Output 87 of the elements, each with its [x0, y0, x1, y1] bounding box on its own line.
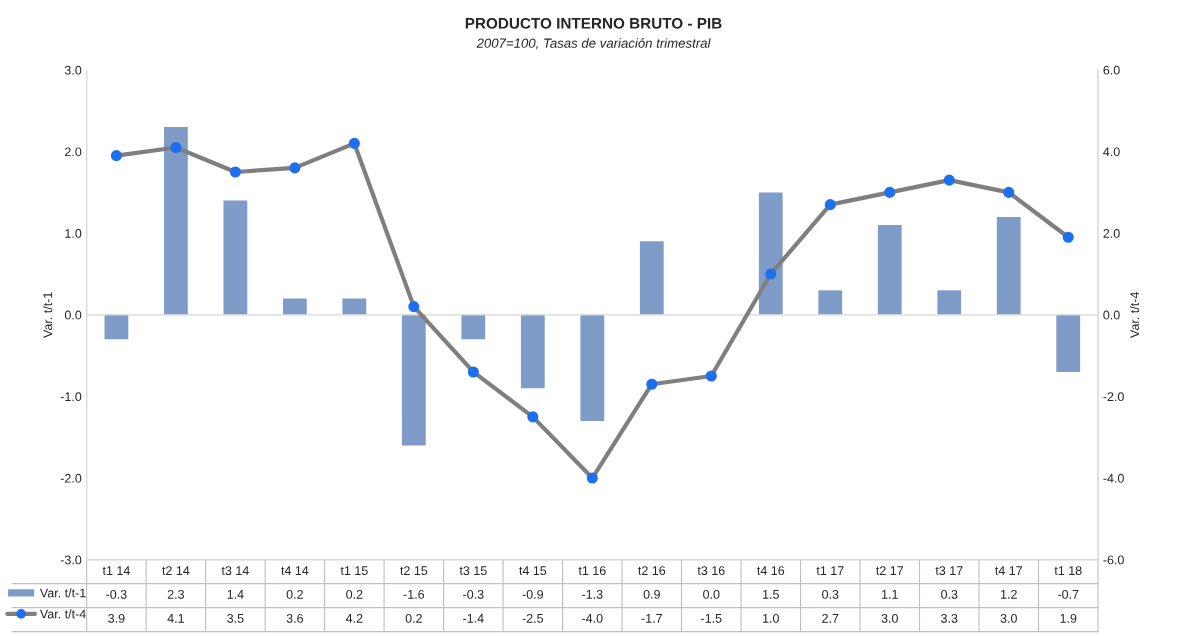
x-tick-label: t2 16	[638, 566, 666, 576]
bar	[401, 314, 426, 446]
y-tick-label: 3.0	[64, 65, 82, 75]
data-label: 0.2	[405, 613, 422, 623]
data-label: 2.3	[167, 589, 185, 599]
y-tick-label: -3.0	[60, 555, 82, 565]
legend-label: Var. t/t-4	[39, 609, 86, 619]
legend-label: Var. t/t-1	[39, 588, 86, 598]
x-tick-label: t3 16	[697, 566, 725, 576]
y-tick-label: 1.0	[65, 229, 82, 238]
data-label: 0.0	[703, 589, 720, 599]
data-label: 3.0	[1000, 613, 1017, 623]
y2-tick-label: 4.0	[1103, 147, 1120, 157]
x-tick-label: t1 15	[340, 566, 368, 576]
data-label: -0.7	[1058, 589, 1079, 599]
bar	[1056, 314, 1081, 372]
x-tick-label: t2 15	[400, 566, 428, 576]
x-tick-label: t1 18	[1054, 566, 1082, 576]
data-label: -2.5	[522, 613, 544, 623]
data-label: 3.0	[881, 613, 898, 623]
y2-tick-label: -4.0	[1103, 473, 1124, 483]
data-label: 1.1	[882, 590, 898, 599]
bar	[282, 298, 307, 315]
x-tick-label: t4 15	[519, 566, 547, 576]
data-label: 1.0	[763, 613, 779, 623]
data-label: 1.5	[763, 590, 779, 599]
bar	[996, 216, 1021, 315]
x-tick-label: t2 17	[876, 566, 904, 576]
data-label: -0.3	[463, 589, 484, 599]
x-tick-label: t1 16	[578, 566, 606, 576]
data-label: 0.3	[822, 589, 839, 599]
x-tick-label: t4 14	[281, 566, 309, 576]
x-tick-label: t3 15	[459, 566, 487, 576]
chart-subtitle: 2007=100, Tasas de variación trimestral	[476, 37, 711, 50]
y2-tick-label: 6.0	[1103, 65, 1120, 75]
y-axis-title: Var. t/t-1	[43, 292, 53, 338]
bar	[639, 241, 664, 315]
data-label: 3.3	[941, 613, 958, 623]
data-label: -1.7	[641, 614, 662, 623]
y-tick-label: 0.0	[64, 310, 82, 320]
data-label: 0.2	[346, 589, 363, 599]
data-label: 0.3	[941, 589, 958, 599]
x-tick-label: t1 14	[102, 566, 130, 576]
data-label: -1.6	[403, 589, 425, 599]
y-tick-label: 2.0	[65, 147, 82, 157]
data-label: 1.9	[1060, 613, 1077, 623]
y-tick-label: -1.0	[60, 392, 82, 402]
data-label: 1.4	[227, 590, 244, 599]
data-label: 0.9	[643, 589, 660, 599]
data-label: -0.9	[522, 589, 543, 599]
x-tick-label: t4 17	[995, 566, 1023, 576]
x-tick-label: t2 14	[162, 566, 190, 576]
chart-title: PRODUCTO INTERNO BRUTO - PIB	[465, 17, 722, 29]
y2-axis-title: Var. t/t-4	[1129, 292, 1140, 338]
x-tick-label: t4 16	[757, 566, 785, 576]
bar	[461, 314, 486, 340]
data-label: -1.3	[582, 589, 603, 599]
data-label: 2.7	[822, 613, 839, 623]
data-label: -1.5	[701, 614, 722, 623]
data-label: 3.5	[227, 613, 244, 623]
y2-tick-label: -6.0	[1103, 555, 1124, 565]
x-tick-label: t3 14	[221, 566, 249, 576]
y2-tick-label: -2.0	[1103, 392, 1124, 402]
x-tick-label: t3 17	[935, 566, 963, 576]
data-label: 3.6	[286, 613, 303, 623]
bar	[342, 298, 367, 315]
bar	[104, 314, 129, 340]
bar	[223, 200, 248, 315]
bar	[818, 290, 843, 315]
bar	[877, 225, 902, 315]
bar	[163, 127, 188, 315]
data-label: -1.4	[463, 614, 484, 623]
data-label: -4.0	[582, 613, 603, 623]
bar	[580, 314, 605, 421]
bar	[520, 314, 545, 389]
x-tick-label: t1 17	[816, 566, 844, 576]
bar	[758, 192, 783, 315]
data-label: -0.3	[106, 589, 127, 599]
y2-tick-label: 2.0	[1103, 229, 1120, 238]
data-label: 4.2	[345, 613, 363, 623]
data-label: 3.9	[108, 613, 125, 623]
y2-tick-label: 0.0	[1103, 310, 1120, 320]
data-label: 1.2	[1001, 589, 1017, 599]
bar	[937, 290, 962, 315]
data-label: 4.1	[167, 614, 184, 623]
data-label: 0.2	[286, 589, 303, 599]
y-tick-label: -2.0	[60, 473, 82, 483]
